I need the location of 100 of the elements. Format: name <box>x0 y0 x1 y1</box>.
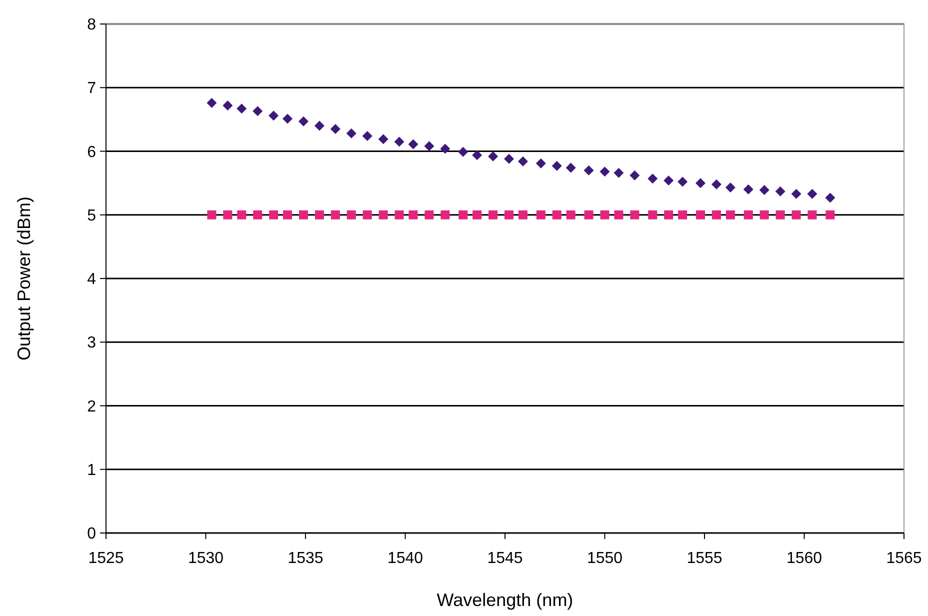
point <box>488 151 498 162</box>
y-tick-label: 8 <box>87 16 96 34</box>
point <box>725 182 736 193</box>
point <box>791 188 802 199</box>
point <box>776 210 785 220</box>
x-tick-label: 1535 <box>288 550 324 567</box>
point <box>408 139 418 150</box>
point <box>282 114 293 124</box>
point <box>504 154 514 164</box>
point <box>614 168 624 178</box>
y-tick-label: 6 <box>87 144 96 161</box>
point <box>283 210 292 220</box>
y-tick-label: 1 <box>87 462 96 479</box>
point <box>330 210 340 220</box>
point <box>298 116 309 126</box>
y-tick-label: 7 <box>87 80 96 98</box>
point <box>424 210 434 220</box>
point <box>712 210 721 220</box>
point <box>759 185 770 196</box>
point <box>408 210 418 220</box>
point <box>378 210 388 220</box>
point <box>458 210 468 220</box>
point <box>552 160 562 171</box>
point <box>440 144 450 154</box>
point <box>696 210 706 220</box>
point <box>648 210 658 220</box>
x-tick-label: 1530 <box>188 550 224 567</box>
point <box>362 210 372 220</box>
point <box>630 170 640 180</box>
point <box>807 188 818 199</box>
point <box>394 136 404 147</box>
point <box>378 134 388 144</box>
point <box>236 104 247 114</box>
point <box>664 210 674 220</box>
y-tick-label: 3 <box>87 334 96 352</box>
point <box>566 210 576 220</box>
point <box>696 178 706 188</box>
point <box>472 210 482 220</box>
x-tick-label: 1555 <box>686 550 722 567</box>
point <box>518 210 528 220</box>
point <box>504 210 514 220</box>
point <box>253 210 262 220</box>
point <box>488 210 498 220</box>
x-tick-label: 1540 <box>387 550 424 567</box>
point <box>825 192 836 203</box>
x-tick-label: 1550 <box>586 550 623 567</box>
x-tick-label: 1560 <box>786 550 822 567</box>
point <box>269 210 278 220</box>
point <box>268 110 279 121</box>
point <box>743 184 754 194</box>
point <box>678 176 688 187</box>
point <box>222 100 233 110</box>
point <box>314 120 324 131</box>
point <box>648 174 658 184</box>
point <box>664 176 674 186</box>
point <box>826 210 835 220</box>
point <box>600 210 610 220</box>
point <box>536 210 546 220</box>
point <box>237 210 246 220</box>
point <box>314 210 324 220</box>
point <box>330 124 340 134</box>
point <box>808 210 817 220</box>
point <box>518 156 528 166</box>
point <box>424 141 434 152</box>
y-tick-label: 2 <box>87 398 96 416</box>
y-tick-label: 4 <box>87 271 96 288</box>
x-axis-title: Wavelength (nm) <box>436 590 574 610</box>
point <box>223 210 232 220</box>
y-tick-label: 5 <box>87 207 96 224</box>
point <box>792 210 801 220</box>
point <box>362 130 372 141</box>
point <box>760 210 769 220</box>
x-tick-label: 1565 <box>886 550 922 567</box>
point <box>206 98 217 108</box>
point <box>630 210 640 220</box>
point <box>744 210 753 220</box>
point <box>207 210 216 220</box>
point <box>566 162 576 173</box>
point <box>584 165 594 176</box>
point <box>726 210 735 220</box>
point <box>552 210 562 220</box>
point <box>711 179 722 190</box>
point <box>536 158 546 168</box>
y-tick-label: 0 <box>87 526 96 543</box>
point <box>600 166 610 177</box>
point <box>775 186 786 196</box>
point <box>440 210 450 220</box>
point <box>458 146 468 157</box>
x-tick-label: 1525 <box>88 550 124 567</box>
point <box>614 210 624 220</box>
y-axis-title: Output Power (dBm) <box>14 196 34 361</box>
point <box>346 128 356 138</box>
x-tick-label: 1545 <box>487 550 523 567</box>
point <box>472 150 482 160</box>
point <box>584 210 594 220</box>
point <box>346 210 356 220</box>
point <box>299 210 308 220</box>
point <box>394 210 404 220</box>
point <box>678 210 688 220</box>
point <box>252 106 263 116</box>
